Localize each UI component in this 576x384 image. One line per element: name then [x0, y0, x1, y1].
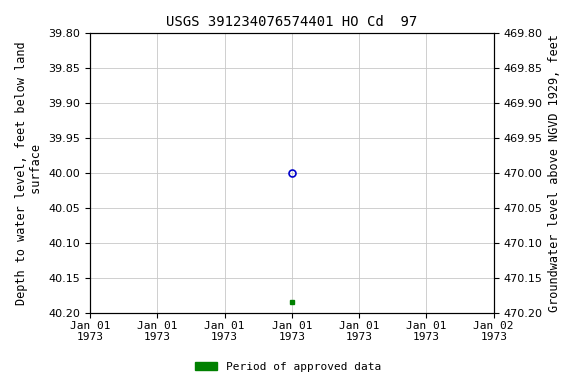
Legend: Period of approved data: Period of approved data [191, 358, 385, 377]
Y-axis label: Groundwater level above NGVD 1929, feet: Groundwater level above NGVD 1929, feet [548, 34, 561, 312]
Title: USGS 391234076574401 HO Cd  97: USGS 391234076574401 HO Cd 97 [166, 15, 418, 29]
Y-axis label: Depth to water level, feet below land
 surface: Depth to water level, feet below land su… [15, 41, 43, 305]
